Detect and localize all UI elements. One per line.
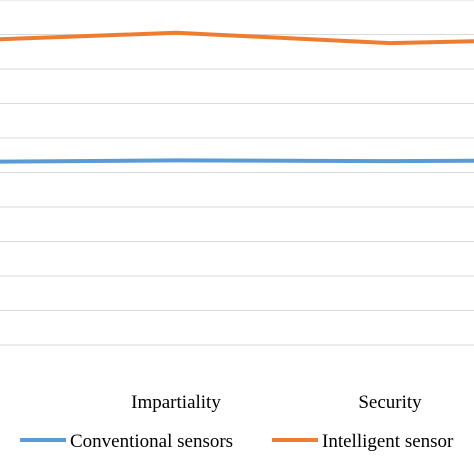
- legend-label-intelligent-sensor: Intelligent sensor: [322, 431, 454, 452]
- gridlines: [0, 0, 474, 346]
- x-axis-tick-labels: ion Impartiality Security: [131, 392, 422, 413]
- series-line-0: [0, 158, 474, 164]
- legend: Conventional sensors Intelligent sensor: [20, 431, 454, 452]
- x-tick-label-1: Impartiality: [131, 392, 221, 413]
- x-tick-label-2: Security: [358, 392, 422, 413]
- legend-label-conventional-sensors: Conventional sensors: [70, 431, 233, 452]
- series-lines: [0, 30, 474, 164]
- series-line-1: [0, 30, 474, 46]
